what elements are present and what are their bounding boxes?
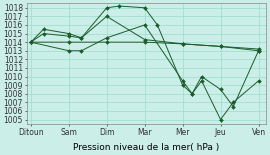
X-axis label: Pression niveau de la mer( hPa ): Pression niveau de la mer( hPa ) [73,143,220,152]
